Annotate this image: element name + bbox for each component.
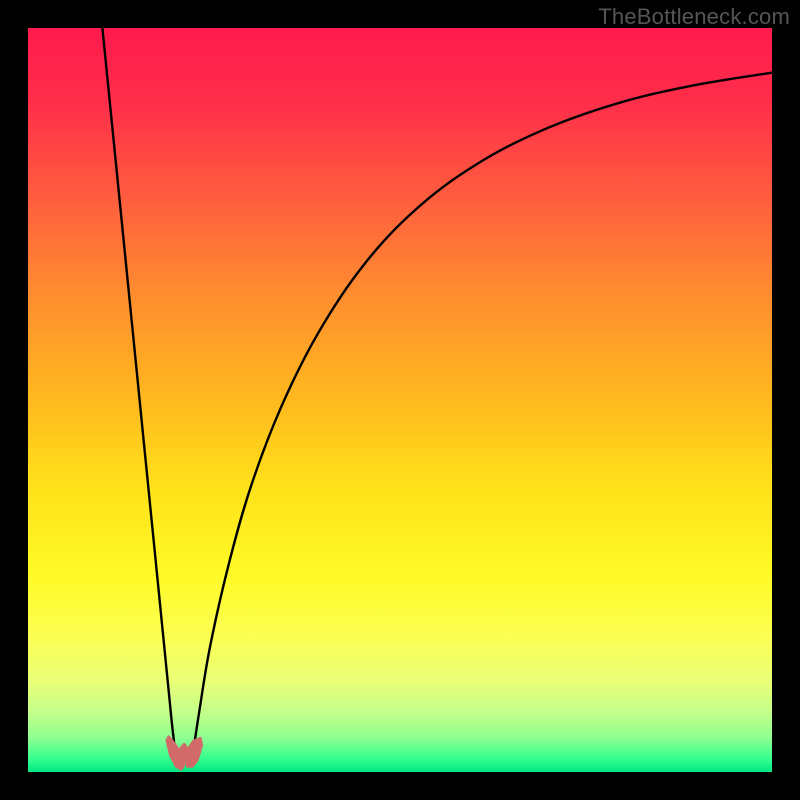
chart-stage: TheBottleneck.com	[0, 0, 800, 800]
watermark-text: TheBottleneck.com	[598, 4, 790, 30]
bottleneck-chart-svg	[0, 0, 800, 800]
